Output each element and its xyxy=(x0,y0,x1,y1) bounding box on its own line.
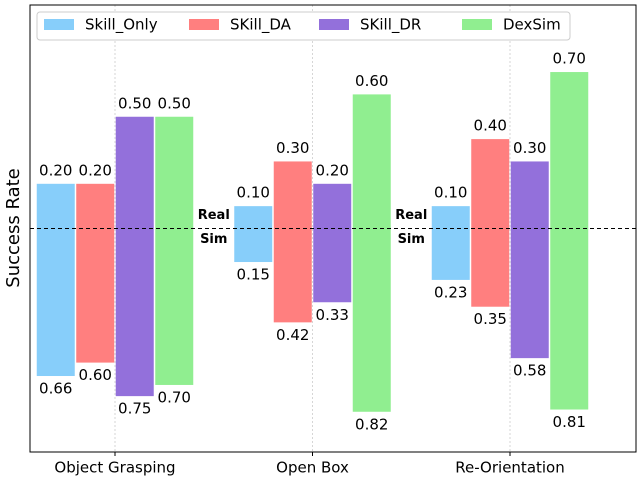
value-label: 0.58 xyxy=(513,362,546,380)
bar-real xyxy=(313,183,352,229)
value-label: 0.75 xyxy=(118,400,151,418)
bar-real xyxy=(352,94,391,229)
value-label: 0.23 xyxy=(434,283,467,301)
legend-swatch xyxy=(189,19,219,30)
bar-real xyxy=(510,161,549,229)
y-axis-label: Success Rate xyxy=(3,168,24,287)
x-tick-label: Re-Orientation xyxy=(455,459,565,477)
bar-real xyxy=(76,183,115,229)
value-label: 0.40 xyxy=(474,117,507,135)
legend-label: SKill_DA xyxy=(230,16,292,35)
legend-box xyxy=(36,11,571,41)
x-tick-label: Open Box xyxy=(276,459,349,477)
bar-sim xyxy=(273,228,312,323)
value-label: 0.15 xyxy=(237,266,270,284)
value-label: 0.20 xyxy=(79,161,112,179)
bar-real xyxy=(155,116,194,229)
value-label: 0.33 xyxy=(316,306,349,324)
annotation: Real xyxy=(198,208,230,223)
bar-sim xyxy=(510,228,549,359)
bar-sim xyxy=(234,228,273,263)
bar-real xyxy=(273,161,312,229)
legend-swatch xyxy=(462,19,492,30)
bar-real xyxy=(431,206,470,229)
value-label: 0.70 xyxy=(158,388,191,406)
value-label: 0.50 xyxy=(158,94,191,112)
bar-sim xyxy=(471,228,510,307)
legend-label: SKill_DR xyxy=(360,16,421,35)
value-label: 0.20 xyxy=(39,161,72,179)
value-label: 0.81 xyxy=(553,413,586,431)
bar-sim xyxy=(36,228,75,377)
value-label: 0.30 xyxy=(513,139,546,157)
legend-swatch xyxy=(319,19,349,30)
value-label: 0.60 xyxy=(355,72,388,90)
annotation: Real xyxy=(395,208,427,223)
bar-real xyxy=(471,139,510,229)
annotation: Sim xyxy=(200,232,227,247)
value-label: 0.10 xyxy=(237,184,270,202)
legend-swatch xyxy=(44,19,74,30)
legend: Skill_Only SKill_DA SKill_DR DexSim xyxy=(36,11,571,41)
bar-real xyxy=(115,116,154,229)
axes-frame xyxy=(29,4,637,453)
value-label: 0.42 xyxy=(276,326,309,344)
bar-sim xyxy=(431,228,470,280)
value-label: 0.30 xyxy=(276,139,309,157)
value-label: 0.82 xyxy=(355,415,388,433)
bar-real xyxy=(234,206,273,229)
value-label: 0.70 xyxy=(553,50,586,68)
value-label: 0.66 xyxy=(39,380,72,398)
bar-sim xyxy=(155,228,194,385)
value-label: 0.10 xyxy=(434,184,467,202)
bar-sim xyxy=(76,228,115,363)
value-label: 0.60 xyxy=(79,366,112,384)
value-label: 0.50 xyxy=(118,94,151,112)
value-label: 0.35 xyxy=(474,310,507,328)
annotation: Sim xyxy=(398,232,425,247)
bar-sim xyxy=(550,228,589,410)
bar-sim xyxy=(313,228,352,303)
bar-real xyxy=(550,72,589,229)
legend-label: DexSim xyxy=(503,16,561,34)
value-label: 0.20 xyxy=(316,161,349,179)
bar-sim xyxy=(352,228,391,412)
bar-sim xyxy=(115,228,154,397)
bar-real xyxy=(36,183,75,229)
legend-label: Skill_Only xyxy=(85,16,158,35)
x-tick-label: Object Grasping xyxy=(54,459,175,477)
